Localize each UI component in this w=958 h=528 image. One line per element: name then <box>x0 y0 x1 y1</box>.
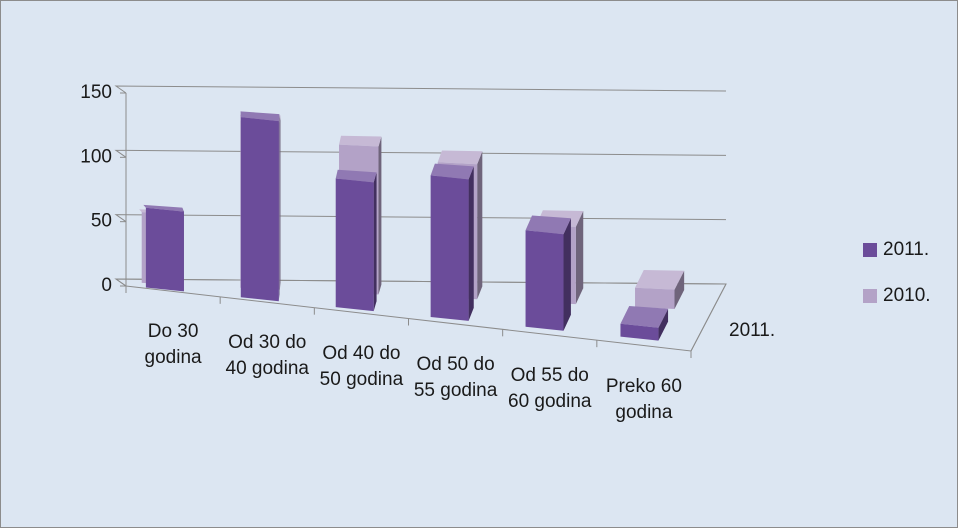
bar-side <box>477 151 483 300</box>
bar-top <box>635 269 685 290</box>
depth-axis <box>690 283 727 352</box>
bar-side <box>575 210 584 305</box>
bar-top <box>335 169 377 183</box>
depth-label: 2011. <box>729 320 775 341</box>
bar-side <box>373 172 377 312</box>
bar-front <box>430 175 469 321</box>
y-tick-label: 100 <box>80 146 112 167</box>
bar <box>335 169 377 312</box>
x-tick-label: Od 30 do 40 godina <box>225 332 309 380</box>
bar-side <box>674 270 685 309</box>
grid-line <box>114 85 727 94</box>
bar-top <box>339 135 382 147</box>
bar-front <box>335 178 374 312</box>
y-tick-label: 50 <box>91 211 112 232</box>
x-tick-label: Od 50 do 55 godina <box>413 353 498 401</box>
legend-label: 2010. <box>883 285 931 306</box>
y-tick-label: 150 <box>80 82 112 103</box>
bar-top <box>143 204 184 212</box>
bar-side <box>468 166 474 321</box>
bar-front <box>145 207 184 292</box>
y-tick-label: 0 <box>101 275 112 296</box>
bar-front <box>620 323 659 341</box>
bar-top <box>437 150 483 165</box>
bar <box>525 215 571 331</box>
bar-top <box>430 163 474 180</box>
bar-side <box>658 308 669 341</box>
bar-top <box>240 111 280 122</box>
bar-front <box>635 287 675 309</box>
bar <box>430 163 474 321</box>
bar-top <box>620 306 669 328</box>
legend-swatch <box>863 289 877 303</box>
bar-side <box>278 114 280 302</box>
bar-side <box>378 136 382 295</box>
legend-swatch <box>863 243 877 257</box>
grid-line <box>114 149 727 158</box>
bar <box>620 306 669 341</box>
bar <box>240 111 280 302</box>
x-tick-label: Od 55 do 60 godina <box>508 364 592 412</box>
x-tick-label: Od 40 do 50 godina <box>319 343 404 391</box>
bar <box>143 204 184 292</box>
x-tick-label: Preko 60 godina <box>605 375 682 423</box>
grid-line <box>114 214 727 223</box>
bar <box>635 269 685 309</box>
legend-label: 2011. <box>883 239 929 260</box>
bar-front <box>525 230 564 331</box>
x-tick-label: Do 30 godina <box>144 321 202 369</box>
grid-line <box>114 278 727 287</box>
bar-front <box>240 117 279 302</box>
bar-side <box>563 218 571 331</box>
bar-top <box>525 215 571 235</box>
bar-side <box>279 115 281 290</box>
